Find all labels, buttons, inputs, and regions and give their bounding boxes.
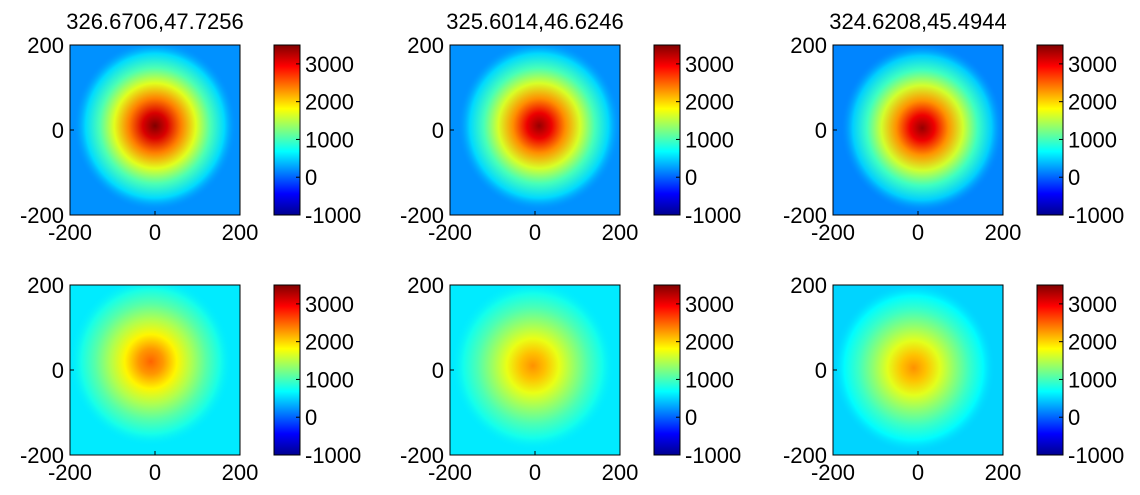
y-tick-label: 200 (407, 273, 444, 298)
colorbar-tick-label: 3000 (1068, 52, 1117, 77)
y-tick-label: 200 (790, 33, 827, 58)
colorbar-tick-label: 1000 (1068, 367, 1117, 392)
x-tick-label: 0 (529, 460, 541, 485)
y-tick-label: 200 (27, 33, 64, 58)
heatmap-peak (833, 285, 996, 453)
colorbar-tick-label: 3000 (685, 52, 734, 77)
x-tick-label: -200 (428, 460, 472, 485)
colorbar-tick-label: 2000 (305, 90, 354, 115)
heatmap-peak (457, 45, 620, 211)
heatmap-peak (70, 285, 233, 447)
x-tick-label: -200 (48, 220, 92, 245)
subplot-5: -200 0 200 -200 0 200 -1000 0 1000 2000 3000 (400, 273, 741, 485)
colorbar-tick-label: 1000 (685, 127, 734, 152)
y-tick-label: -200 (783, 203, 827, 228)
colorbar-tick-label: 0 (1068, 405, 1080, 430)
colorbar-tick-label: 1000 (685, 367, 734, 392)
colorbar-tick-label: 1000 (305, 367, 354, 392)
subplot-title: 324.6208,45.4944 (829, 9, 1006, 34)
x-tick-label: -200 (811, 460, 855, 485)
colorbar-tick-label: -1000 (305, 443, 361, 468)
colorbar-tick-label: -1000 (1068, 203, 1124, 228)
y-tick-label: 0 (432, 358, 444, 383)
subplot-6: -200 0 200 -200 0 200 -1000 0 1000 2000 3000 (783, 273, 1124, 485)
colorbar-tick-label: 2000 (305, 330, 354, 355)
y-tick-label: 200 (27, 273, 64, 298)
x-tick-label: -200 (428, 220, 472, 245)
x-tick-label: 200 (985, 220, 1022, 245)
subplot-title: 325.6014,46.6246 (446, 9, 623, 34)
subplot-1: 326.6706,47.7256 -200 0 200 -200 0 200 -1000 0 10… (20, 9, 361, 245)
colorbar-tick-label: 0 (685, 165, 697, 190)
y-tick-label: -200 (20, 203, 64, 228)
x-tick-label: 0 (149, 220, 161, 245)
subplot-4: -200 0 200 -200 0 200 -1000 0 1000 2000 3000 (20, 273, 361, 485)
subplot-3: 324.6208,45.4944 -200 0 200 -200 0 200 -1000 0 10… (783, 9, 1124, 245)
colorbar (273, 284, 301, 456)
x-tick-label: 200 (602, 220, 639, 245)
colorbar-tick-label: 3000 (1068, 292, 1117, 317)
x-tick-label: 0 (912, 460, 924, 485)
y-tick-label: -200 (20, 443, 64, 468)
y-tick-label: 200 (407, 33, 444, 58)
x-tick-label: -200 (811, 220, 855, 245)
colorbar-tick-label: 2000 (1068, 330, 1117, 355)
colorbar-tick-label: 0 (305, 165, 317, 190)
heatmap-peak (73, 45, 237, 211)
colorbar-tick-label: 3000 (305, 292, 354, 317)
heatmap-peak (451, 285, 615, 451)
colorbar-tick-label: 1000 (1068, 127, 1117, 152)
colorbar-tick-label: 0 (1068, 165, 1080, 190)
y-tick-label: 200 (790, 273, 827, 298)
x-tick-label: 0 (149, 460, 161, 485)
x-tick-label: 200 (602, 460, 639, 485)
y-tick-label: -200 (400, 203, 444, 228)
colorbar-tick-label: 2000 (685, 90, 734, 115)
colorbar-tick-label: -1000 (685, 203, 741, 228)
y-tick-label: 0 (52, 118, 64, 143)
colorbar-tick-label: 3000 (305, 52, 354, 77)
colorbar-tick-label: -1000 (305, 203, 361, 228)
x-tick-label: -200 (48, 460, 92, 485)
colorbar-tick-label: -1000 (1068, 443, 1124, 468)
y-tick-label: 0 (815, 358, 827, 383)
subplot-title: 326.6706,47.7256 (66, 9, 243, 34)
heatmap-peak (840, 45, 1003, 213)
colorbar-tick-label: 3000 (685, 292, 734, 317)
x-tick-label: 0 (529, 220, 541, 245)
colorbar-tick-label: 2000 (1068, 90, 1117, 115)
x-tick-label: 0 (912, 220, 924, 245)
colorbar-tick-label: -1000 (685, 443, 741, 468)
colorbar (1036, 284, 1064, 456)
colorbar-tick-label: 0 (305, 405, 317, 430)
y-tick-label: 0 (52, 358, 64, 383)
y-tick-label: 0 (815, 118, 827, 143)
y-tick-label: -200 (400, 443, 444, 468)
colorbar (1036, 44, 1064, 216)
y-tick-label: 0 (432, 118, 444, 143)
colorbar (273, 44, 301, 216)
colorbar-tick-label: 0 (685, 405, 697, 430)
colorbar-tick-label: 2000 (685, 330, 734, 355)
y-tick-label: -200 (783, 443, 827, 468)
colorbar-tick-label: 1000 (305, 127, 354, 152)
x-tick-label: 200 (222, 460, 259, 485)
colorbar (653, 284, 681, 456)
x-tick-label: 200 (222, 220, 259, 245)
x-tick-label: 200 (985, 460, 1022, 485)
colorbar (653, 44, 681, 216)
subplot-2: 325.6014,46.6246 -200 0 200 -200 0 200 -1000 0 10… (400, 9, 741, 245)
